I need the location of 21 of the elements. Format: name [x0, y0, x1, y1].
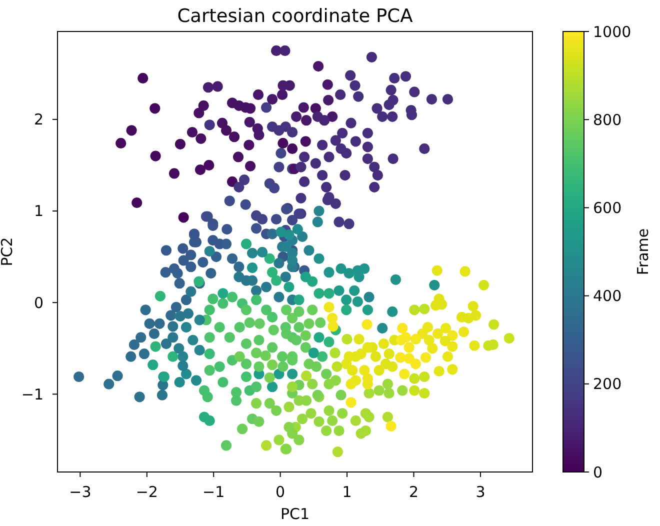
x-tick-label: 0 — [276, 483, 286, 501]
y-tick-label: −1 — [21, 385, 44, 404]
x-tick-label: 3 — [476, 483, 486, 501]
x-tick-label: −1 — [202, 483, 225, 501]
color-bar-title: Frame — [634, 228, 652, 276]
color-bar-label: 1000 — [593, 22, 632, 41]
chart-title: Cartesian coordinate PCA — [177, 6, 414, 27]
y-tick-label: 0 — [34, 294, 44, 312]
y-axis-title: PC2 — [0, 237, 16, 266]
x-tick-label: 2 — [408, 483, 419, 501]
color-bar-label: 600 — [593, 198, 622, 217]
color-bar-label: 0 — [593, 463, 603, 482]
y-tick-label: 2 — [34, 110, 44, 129]
x-axis-title: PC1 — [280, 505, 310, 523]
color-bar-label: 200 — [593, 375, 622, 394]
x-tick-label: −3 — [69, 483, 92, 501]
color-bar-label: 800 — [593, 110, 622, 129]
x-tick-label: −2 — [136, 483, 158, 501]
y-tick-label: 1 — [34, 202, 44, 220]
x-tick-label: 1 — [342, 483, 352, 501]
color-bar-label: 400 — [593, 287, 622, 306]
